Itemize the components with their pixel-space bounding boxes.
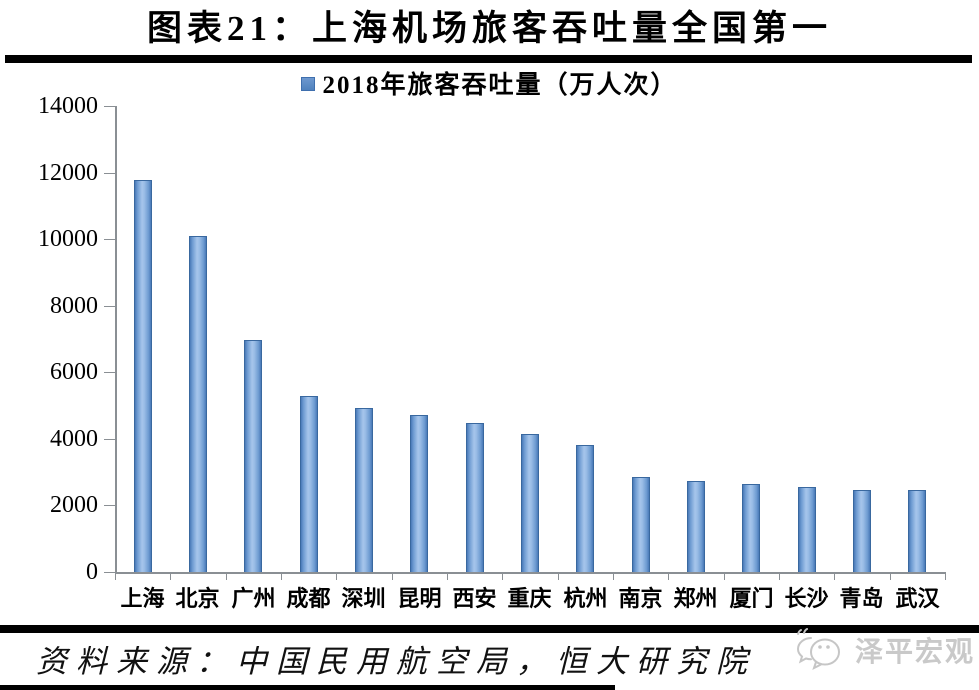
chart-bar — [134, 180, 152, 572]
source-note: 资料来源：中国民用航空局，恒大研究院 — [36, 644, 756, 679]
chart-bar — [853, 490, 871, 572]
x-axis-category-label: 北京 — [175, 586, 220, 611]
y-axis-tick — [104, 505, 115, 506]
chart-bar — [576, 445, 594, 572]
watermark-text: 泽平宏观 — [854, 637, 975, 668]
chart-bar — [355, 408, 373, 572]
chart-bar — [244, 340, 262, 572]
y-axis-tick-label: 6000 — [50, 359, 98, 385]
x-axis-category-label: 武汉 — [895, 586, 940, 611]
y-axis-tick — [104, 439, 115, 440]
x-axis-tick — [724, 574, 725, 580]
y-axis-tick — [104, 106, 115, 107]
x-axis-category-label: 成都 — [286, 586, 331, 611]
x-axis-tick — [945, 574, 946, 580]
x-axis-tick — [392, 574, 393, 580]
chart-bar — [300, 396, 318, 572]
y-axis-tick — [104, 239, 115, 240]
x-axis-category-label: 深圳 — [341, 586, 386, 611]
x-axis-tick — [226, 574, 227, 580]
legend-color-swatch — [301, 77, 316, 91]
chart-bar — [742, 484, 760, 572]
partial-bottom-rule — [0, 685, 615, 690]
chart-bar — [410, 415, 428, 572]
chart-bar — [798, 487, 816, 572]
x-axis-category-label: 长沙 — [784, 586, 829, 611]
top-divider-rule — [5, 55, 972, 63]
y-axis-tick — [104, 173, 115, 174]
chart-bar — [632, 477, 650, 572]
x-axis-category-label: 杭州 — [563, 586, 608, 611]
x-axis-tick — [281, 574, 282, 580]
wechat-logo-icon — [796, 628, 840, 670]
x-axis-category-label: 郑州 — [673, 586, 718, 611]
x-axis-category-label: 重庆 — [507, 586, 552, 611]
x-axis-tick — [668, 574, 669, 580]
y-axis-tick-label: 4000 — [50, 426, 98, 452]
y-axis-tick-label: 14000 — [38, 93, 98, 119]
x-axis-category-label: 昆明 — [397, 586, 442, 611]
bottom-divider-rule — [0, 625, 979, 633]
x-axis-tick — [170, 574, 171, 580]
x-axis-tick — [115, 574, 116, 580]
y-axis-tick-label: 12000 — [38, 160, 98, 186]
legend-label: 2018年旅客吞吐量（万人次） — [322, 72, 678, 99]
y-axis-tick — [104, 372, 115, 373]
chart-bar — [521, 434, 539, 572]
x-axis-category-label: 厦门 — [729, 586, 774, 611]
x-axis-tick — [890, 574, 891, 580]
x-axis-line — [115, 572, 946, 574]
x-axis-category-label: 西安 — [452, 586, 497, 611]
x-axis-tick — [558, 574, 559, 580]
chart-bar — [687, 481, 705, 572]
x-axis-category-label: 广州 — [231, 586, 276, 611]
x-axis-tick — [502, 574, 503, 580]
y-axis-tick-label: 10000 — [38, 226, 98, 252]
x-axis-tick — [779, 574, 780, 580]
x-axis-tick — [834, 574, 835, 580]
x-axis-tick — [336, 574, 337, 580]
chart-bar — [466, 423, 484, 572]
figure-title: 图表21：上海机场旅客吞吐量全国第一 — [146, 9, 832, 48]
y-axis-tick — [104, 572, 115, 573]
x-axis-category-label: 南京 — [618, 586, 663, 611]
y-axis-tick — [104, 306, 115, 307]
y-axis-tick-label: 2000 — [50, 492, 98, 518]
x-axis-category-label: 上海 — [120, 586, 165, 611]
x-axis-tick — [447, 574, 448, 580]
y-axis-tick-label: 0 — [86, 559, 98, 585]
watermark: 泽平宏观 — [794, 628, 975, 672]
x-axis-tick — [613, 574, 614, 580]
y-axis-tick-label: 8000 — [50, 293, 98, 319]
x-axis-category-label: 青岛 — [839, 586, 884, 611]
y-axis-line — [115, 106, 117, 572]
chart-bar — [908, 490, 926, 572]
chart-legend: 2018年旅客吞吐量（万人次） — [0, 66, 979, 100]
chart-bar — [189, 236, 207, 572]
